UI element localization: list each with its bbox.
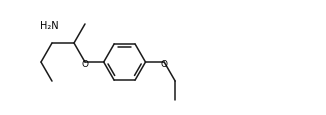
Text: O: O bbox=[161, 59, 168, 68]
Text: O: O bbox=[82, 59, 88, 68]
Text: H₂N: H₂N bbox=[40, 21, 59, 31]
